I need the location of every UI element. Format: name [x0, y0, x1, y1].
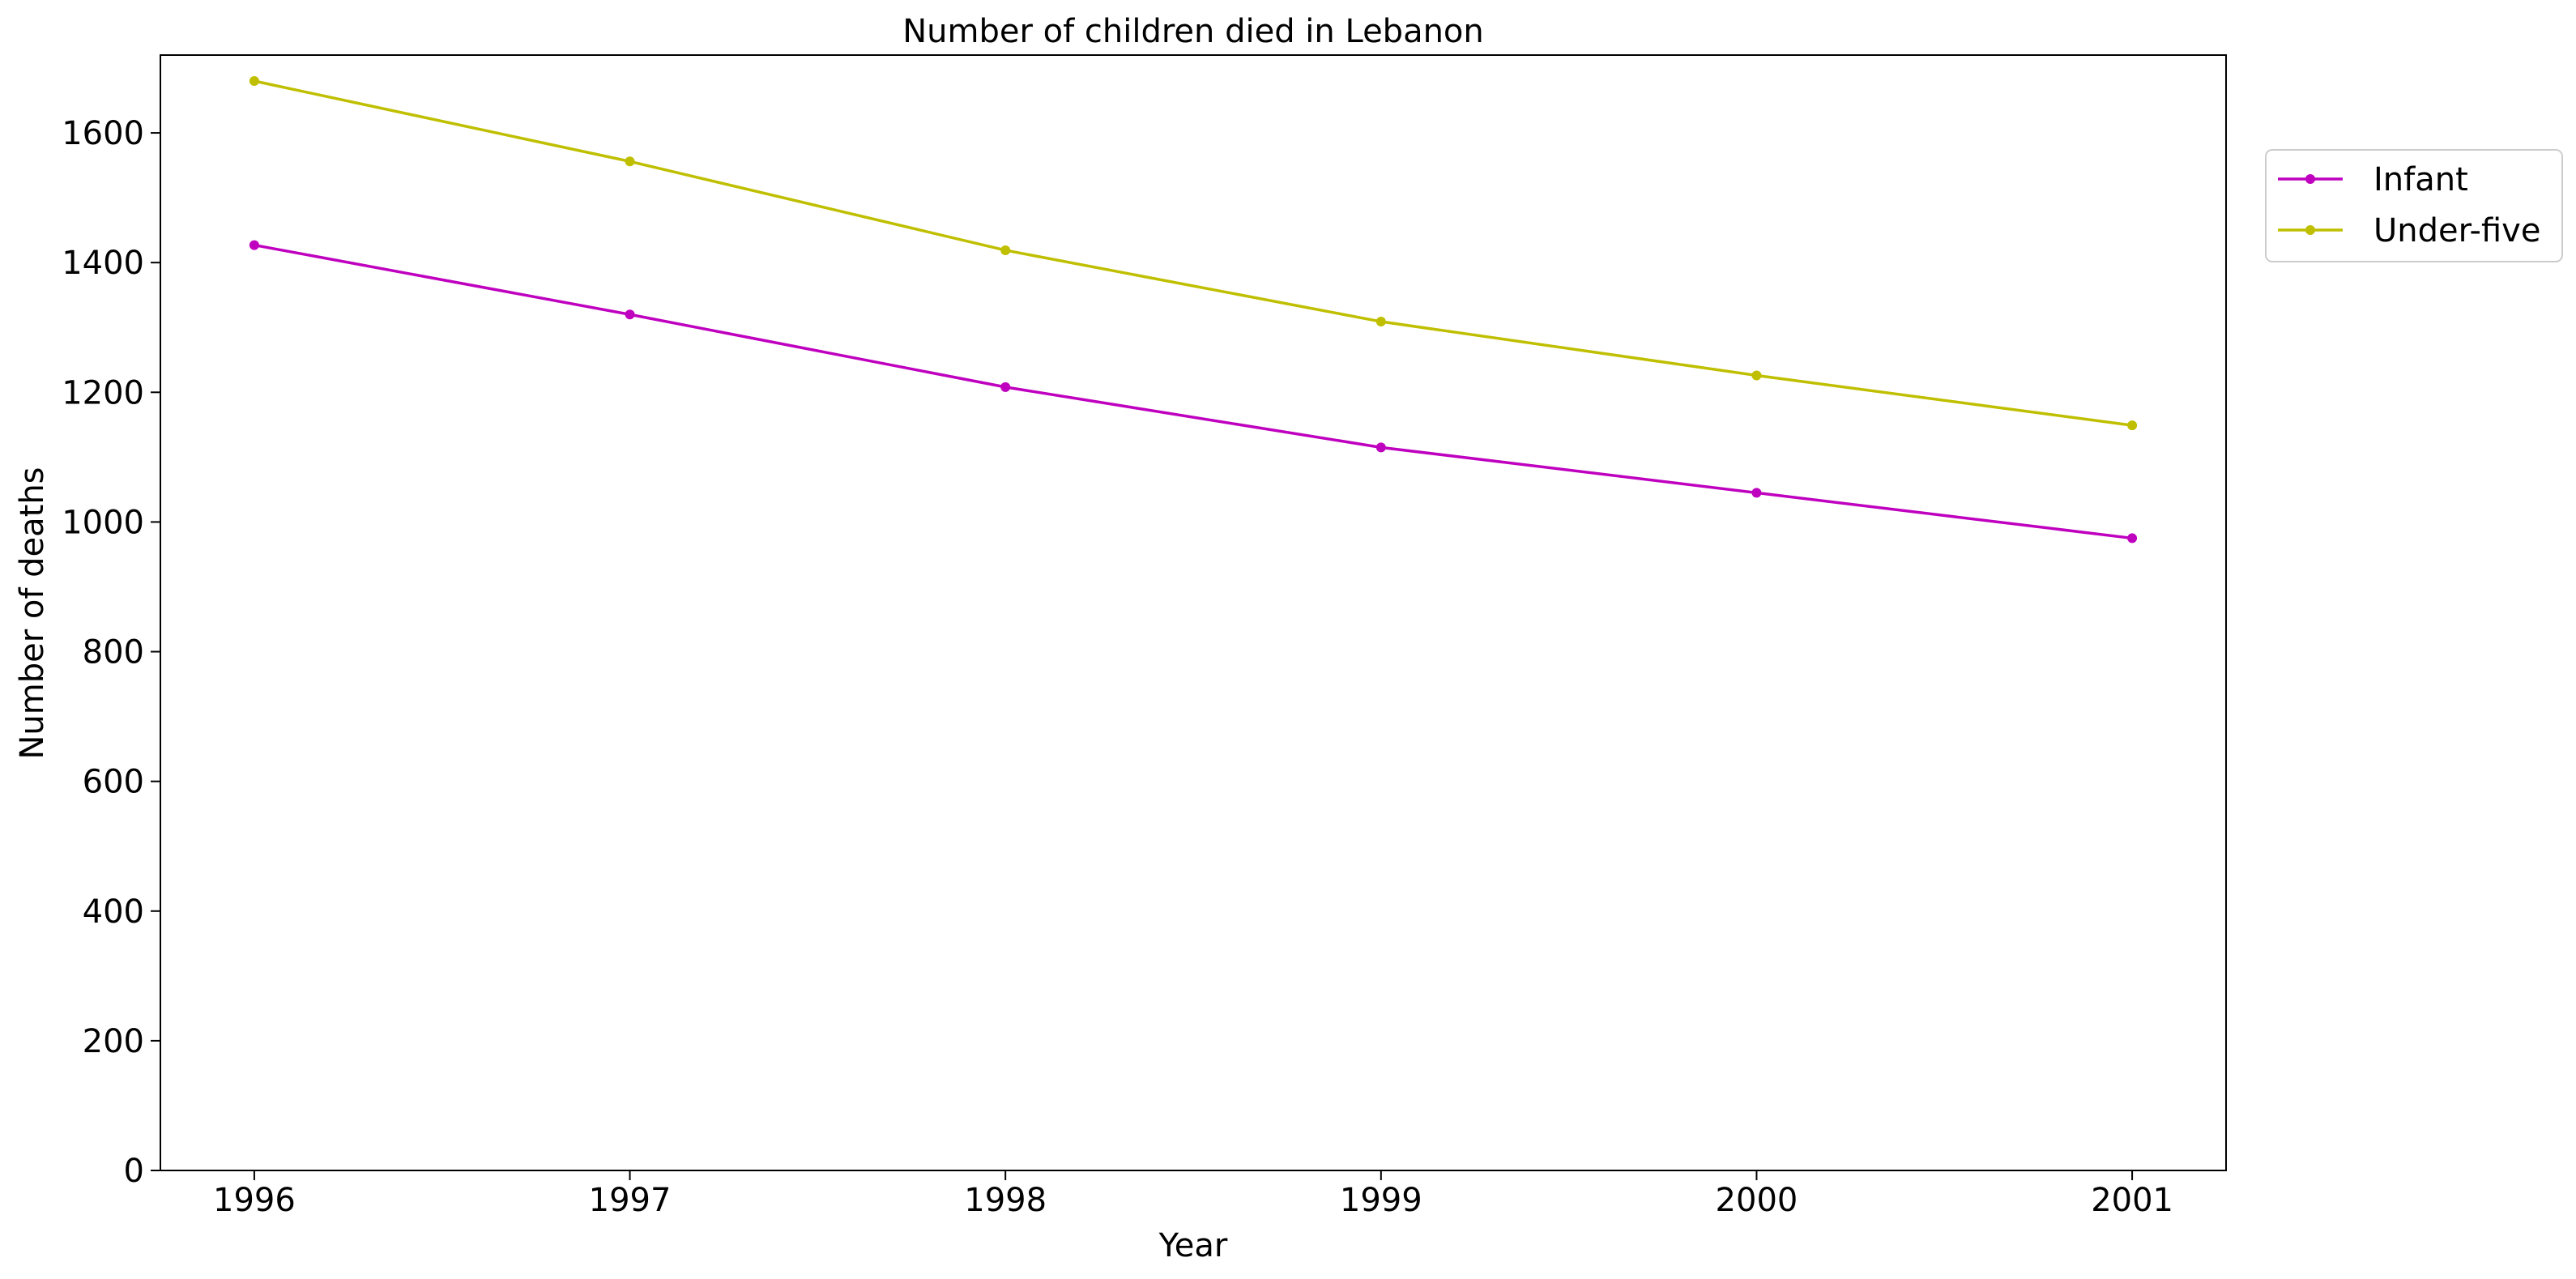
data-point-infant: [249, 240, 259, 250]
y-tick-label: 1400: [62, 245, 144, 282]
legend-marker-under-five: [2305, 225, 2315, 235]
data-point-infant: [2127, 533, 2138, 544]
y-tick-label: 200: [83, 1023, 144, 1060]
y-tick-label: 0: [124, 1153, 144, 1190]
data-point-under-five: [1000, 245, 1011, 255]
y-tick-label: 1600: [62, 115, 144, 152]
series-line-infant: [254, 243, 2133, 540]
data-point-under-five: [2127, 420, 2138, 431]
data-point-under-five: [1375, 317, 1386, 327]
data-point-under-five: [249, 76, 259, 87]
y-tick-label: 1200: [62, 374, 144, 411]
plot-area: 0 200 400 600 800 1000 1200 1400 1600 1996 1997 199…: [62, 54, 2227, 1219]
data-point-infant: [625, 309, 635, 320]
data-point-infant: [1000, 382, 1011, 392]
x-tick-label: 2001: [2091, 1182, 2173, 1219]
x-tick-label: 2000: [1716, 1182, 1798, 1219]
y-axis-label: Number of deaths: [14, 467, 51, 759]
y-tick-label: 400: [83, 893, 144, 931]
legend: Infant Under-five: [2265, 149, 2563, 262]
legend-label-under-five: Under-five: [2373, 212, 2540, 249]
data-point-infant: [1375, 442, 1386, 453]
data-point-infant: [1751, 488, 1762, 498]
data-point-under-five: [1751, 370, 1762, 381]
data-point-under-five: [625, 156, 635, 167]
legend-label-infant: Infant: [2373, 161, 2468, 198]
x-axis-label: Year: [1158, 1227, 1228, 1264]
y-tick-label: 600: [83, 764, 144, 801]
y-tick-label: 1000: [62, 504, 144, 541]
y-tick-label: 800: [83, 634, 144, 671]
x-tick-label: 1997: [589, 1182, 672, 1219]
series-line-under-five: [254, 79, 2133, 427]
x-tick-label: 1998: [964, 1182, 1047, 1219]
legend-marker-infant: [2305, 174, 2315, 184]
axes-frame: [160, 54, 2227, 1171]
x-tick-label: 1996: [213, 1182, 296, 1219]
chart-title: Number of children died in Lebanon: [902, 13, 1484, 50]
x-tick-label: 1999: [1340, 1182, 1422, 1219]
